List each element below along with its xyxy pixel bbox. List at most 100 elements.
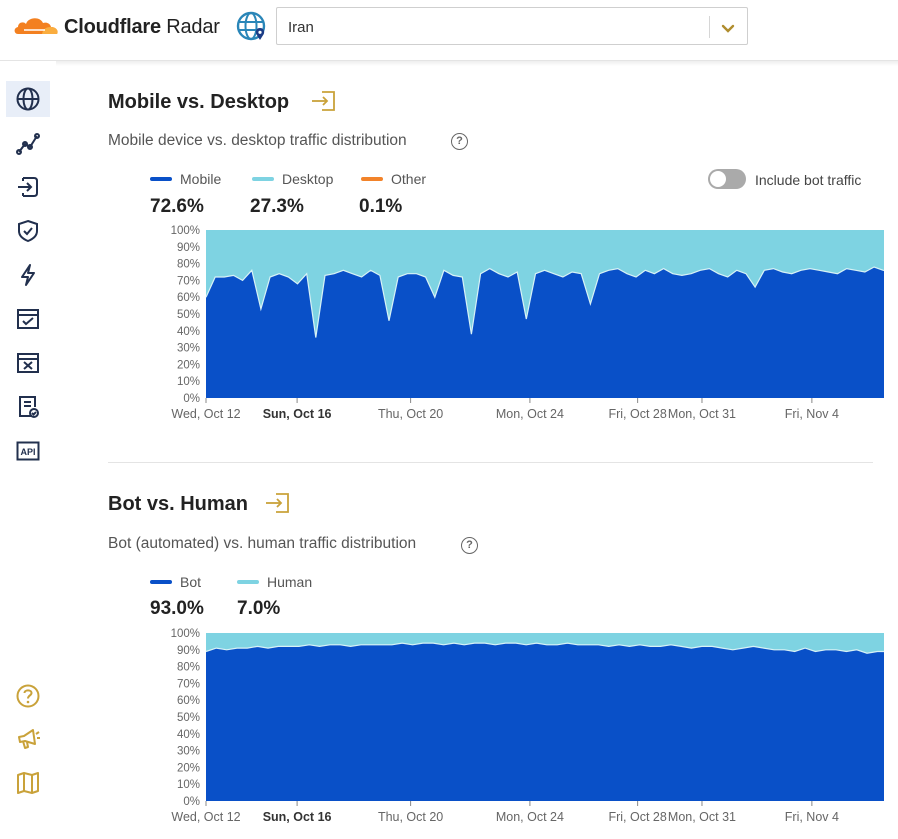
mobile-percentage: 72.6%: [150, 196, 204, 217]
location-select[interactable]: Iran: [276, 7, 748, 45]
cloudflare-logo[interactable]: [12, 14, 60, 41]
y-tick-label: 90%: [177, 645, 200, 657]
sidebar-item-help[interactable]: [6, 678, 50, 714]
desktop-percentage: 27.3%: [250, 196, 304, 217]
lightning-icon: [21, 264, 35, 286]
x-tick-label: Mon, Oct 24: [496, 810, 564, 824]
content-top-shadow: [56, 61, 898, 66]
bot-human-chart[interactable]: 100% 90% 80% 70% 60% 50% 40% 30% 20% 10% 0% Wed, Oc…: [114, 623, 884, 835]
x-tick-label: Mon, Oct 31: [668, 407, 736, 421]
megaphone-icon: [18, 729, 40, 749]
top-header: Cloudflare Radar Iran: [0, 0, 898, 61]
svg-text:API: API: [20, 447, 35, 457]
main-content: Mobile vs. Desktop Mobile device vs. des…: [56, 61, 898, 839]
sidebar-item-domains[interactable]: [6, 301, 50, 337]
series-boundary-line: [205, 266, 884, 338]
sidebar-item-traffic[interactable]: [6, 126, 50, 162]
bot-traffic-toggle[interactable]: [708, 169, 746, 189]
mobile-desktop-title: Mobile vs. Desktop: [108, 91, 290, 113]
y-tick-label: 20%: [177, 762, 200, 774]
export-icon[interactable]: [264, 492, 292, 519]
x-tick-label: Thu, Oct 20: [378, 407, 443, 421]
y-tick-label: 50%: [177, 309, 200, 321]
legend-swatch: [252, 177, 274, 181]
browser-x-icon: [17, 353, 39, 373]
legend-label: Bot: [180, 574, 202, 590]
bot-percentage: 93.0%: [150, 598, 204, 619]
sidebar-item-map[interactable]: [6, 765, 50, 801]
bot-traffic-toggle-label: Include bot traffic: [755, 172, 862, 188]
help-tooltip-icon[interactable]: ?: [461, 537, 478, 554]
chevron-down-icon[interactable]: [721, 21, 735, 39]
map-icon: [17, 772, 39, 794]
y-tick-label: 30%: [177, 343, 200, 355]
help-tooltip-icon[interactable]: ?: [451, 133, 468, 150]
globe-icon: [16, 87, 40, 111]
y-tick-label: 0%: [183, 393, 200, 405]
traffic-trends-icon: [16, 133, 40, 155]
y-tick-label: 30%: [177, 746, 200, 758]
legend-other[interactable]: Other: [361, 171, 426, 187]
legend-label: Human: [267, 574, 313, 590]
x-tick-label: Fri, Nov 4: [785, 407, 839, 421]
mobile-desktop-subtitle: Mobile device vs. desktop traffic distri…: [108, 132, 407, 149]
y-tick-label: 0%: [183, 796, 200, 808]
export-icon[interactable]: [310, 90, 338, 117]
series-area-bot: [206, 643, 884, 801]
x-tick-label: Mon, Oct 31: [668, 810, 736, 824]
sidebar-item-security[interactable]: [6, 213, 50, 249]
sidebar-item-overview[interactable]: [6, 81, 50, 117]
mobile-desktop-chart[interactable]: 100% 90% 80% 70% 60% 50% 40% 30% 20% 10% 0% Wed, Oc…: [114, 221, 884, 431]
sidebar: API: [0, 61, 57, 839]
x-tick-label: Fri, Oct 28: [608, 407, 666, 421]
x-tick-label: Fri, Nov 4: [785, 810, 839, 824]
sidebar-item-adoption[interactable]: [6, 169, 50, 205]
y-tick-label: 20%: [177, 359, 200, 371]
brand-title[interactable]: Cloudflare Radar: [64, 16, 220, 38]
series-boundary-line: [205, 642, 884, 654]
bot-human-subtitle: Bot (automated) vs. human traffic distri…: [108, 535, 417, 552]
x-tick-label: Wed, Oct 12: [171, 407, 240, 421]
sidebar-item-outages[interactable]: [6, 345, 50, 381]
x-tick-label: Thu, Oct 20: [378, 810, 443, 824]
y-tick-label: 60%: [177, 292, 200, 304]
y-tick-label: 100%: [171, 225, 200, 237]
legend-desktop[interactable]: Desktop: [252, 171, 333, 187]
legend-mobile[interactable]: Mobile: [150, 171, 221, 187]
series-area-mobile: [206, 267, 884, 398]
legend-swatch: [150, 580, 172, 584]
location-globe-icon: [235, 9, 269, 48]
legend-swatch: [361, 177, 383, 181]
y-tick-label: 40%: [177, 326, 200, 338]
y-tick-label: 60%: [177, 695, 200, 707]
legend-label: Mobile: [180, 171, 222, 187]
sidebar-item-attacks[interactable]: [6, 257, 50, 293]
toggle-knob: [710, 171, 726, 187]
x-tick-label: Sun, Oct 16: [263, 407, 332, 421]
security-shield-icon: [18, 219, 38, 243]
sidebar-item-announcements[interactable]: [6, 721, 50, 757]
y-tick-label: 10%: [177, 779, 200, 791]
x-tick-label: Sun, Oct 16: [263, 810, 332, 824]
other-percentage: 0.1%: [359, 196, 403, 217]
sidebar-item-reports[interactable]: [6, 389, 50, 425]
sidebar-item-api[interactable]: API: [6, 433, 50, 469]
human-percentage: 7.0%: [237, 598, 281, 619]
legend-swatch: [237, 580, 259, 584]
y-tick-label: 50%: [177, 712, 200, 724]
y-tick-label: 70%: [177, 275, 200, 287]
y-tick-label: 90%: [177, 242, 200, 254]
x-tick-label: Mon, Oct 24: [496, 407, 564, 421]
select-divider: [709, 16, 710, 38]
y-tick-label: 70%: [177, 678, 200, 690]
y-tick-label: 40%: [177, 729, 200, 741]
api-icon: API: [16, 441, 40, 461]
bot-human-title: Bot vs. Human: [108, 493, 249, 515]
legend-swatch: [150, 177, 172, 181]
legend-bot[interactable]: Bot: [150, 574, 201, 590]
browser-check-icon: [17, 309, 39, 329]
y-tick-label: 80%: [177, 662, 200, 674]
legend-human[interactable]: Human: [237, 574, 312, 590]
location-select-value: Iran: [288, 19, 314, 36]
login-icon: [18, 177, 38, 197]
